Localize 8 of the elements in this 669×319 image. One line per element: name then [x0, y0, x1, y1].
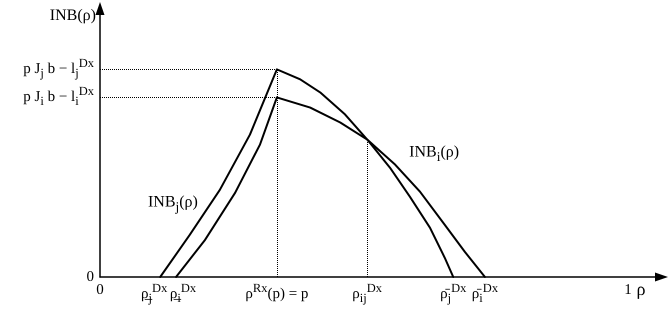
y-axis-title: INB(ρ) [50, 7, 96, 25]
x-tick-label: 1 [624, 282, 632, 298]
x-tick-label: 0 [96, 282, 104, 298]
series-label: INB$_{j}$(ρ) [148, 193, 198, 214]
series-label: INB$_{i}$(ρ) [409, 143, 460, 164]
x-tick-label: ρ$^{Rx}$(p) = p [245, 281, 308, 302]
x-axis-title: ρ [636, 279, 646, 300]
text: 0 [86, 268, 94, 286]
